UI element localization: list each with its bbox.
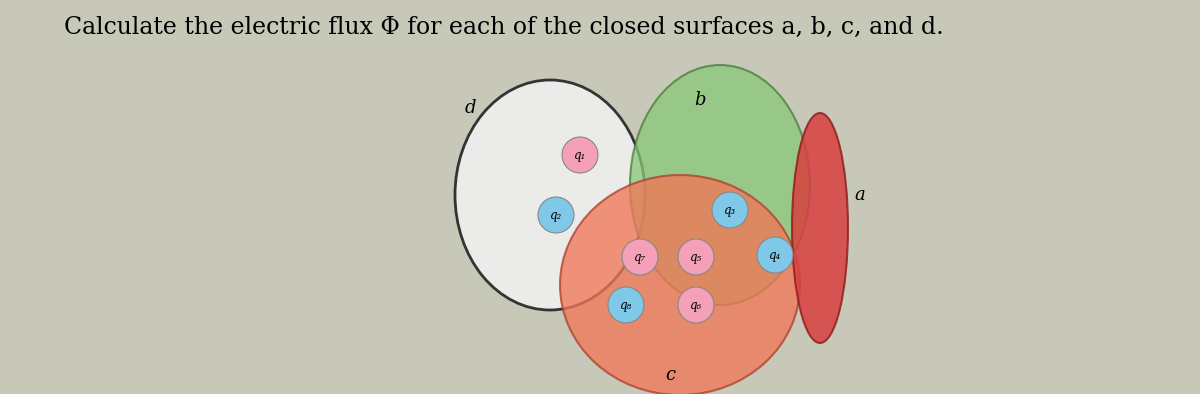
Circle shape: [678, 287, 714, 323]
Text: q₈: q₈: [620, 299, 632, 312]
Text: c: c: [665, 366, 676, 384]
Ellipse shape: [560, 175, 800, 394]
Text: q₁: q₁: [574, 149, 586, 162]
Text: q₃: q₃: [724, 203, 736, 216]
Circle shape: [608, 287, 644, 323]
Circle shape: [562, 137, 598, 173]
Ellipse shape: [630, 65, 810, 305]
Text: q₂: q₂: [550, 208, 562, 221]
Circle shape: [622, 239, 658, 275]
Text: Calculate the electric flux Φ for each of the closed surfaces a, b, c, and d.: Calculate the electric flux Φ for each o…: [64, 16, 944, 39]
Text: d: d: [464, 99, 475, 117]
Text: q₅: q₅: [690, 251, 702, 264]
Circle shape: [538, 197, 574, 233]
Ellipse shape: [792, 113, 848, 343]
Text: q₇: q₇: [634, 251, 646, 264]
Text: b: b: [695, 91, 706, 109]
Text: a: a: [854, 186, 865, 204]
Text: q₆: q₆: [690, 299, 702, 312]
Ellipse shape: [455, 80, 646, 310]
Circle shape: [678, 239, 714, 275]
Circle shape: [757, 237, 793, 273]
Circle shape: [712, 192, 748, 228]
Text: q₄: q₄: [769, 249, 781, 262]
